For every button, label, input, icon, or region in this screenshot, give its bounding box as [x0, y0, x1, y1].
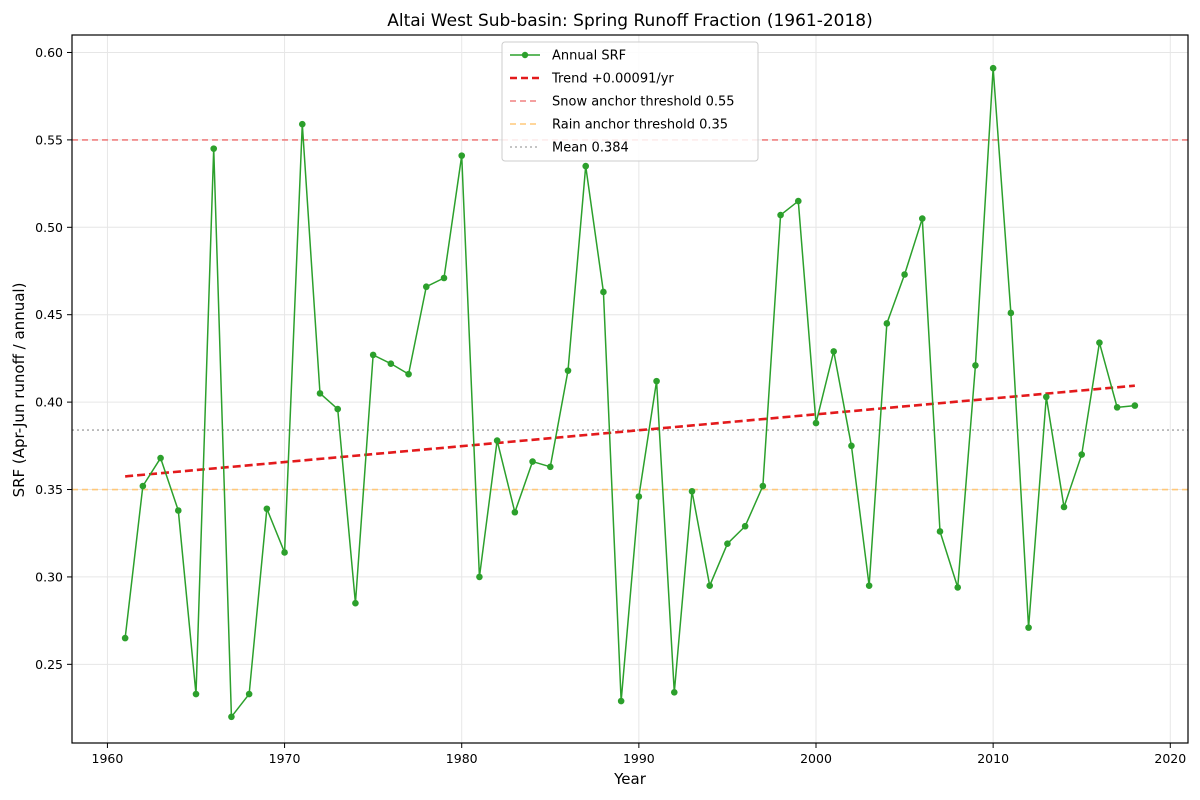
data-point [228, 713, 235, 721]
chart-title: Altai West Sub-basin: Spring Runoff Frac… [387, 11, 873, 31]
data-point [281, 549, 288, 556]
data-point [688, 487, 696, 495]
data-point [458, 152, 466, 159]
data-point [1007, 309, 1015, 317]
y-tick-label: 0.30 [35, 569, 63, 584]
legend-box [501, 41, 759, 162]
reference-lines [72, 139, 1188, 491]
legend-label-trend: Trend +0.00091/yr [551, 72, 674, 87]
data-point [210, 145, 218, 152]
y-tick-label: 0.55 [35, 132, 63, 147]
data-point [653, 377, 660, 385]
data-point [387, 360, 395, 367]
x-tick-label: 1990 [623, 751, 655, 766]
data-point [1078, 451, 1086, 458]
data-point [1131, 402, 1139, 409]
data-point [759, 482, 767, 490]
x-tick-label: 1960 [92, 751, 124, 766]
y-tick-label: 0.60 [35, 45, 63, 60]
data-point [848, 442, 855, 450]
y-axis-label: SRF (Apr-Jun runoff / annual) [10, 283, 28, 498]
data-point [369, 351, 377, 359]
data-point [298, 120, 306, 128]
data-point [192, 690, 200, 698]
data-point [830, 348, 838, 355]
data-point [1096, 339, 1103, 346]
data-point [635, 493, 643, 500]
trend-line [125, 384, 1135, 478]
x-tick-label: 2000 [800, 751, 832, 766]
data-point [405, 370, 412, 378]
y-tick-label: 0.45 [35, 307, 63, 322]
data-point [511, 508, 519, 516]
plot-frame [71, 34, 1189, 744]
data-point [157, 454, 164, 462]
data-point [794, 197, 802, 205]
data-point [600, 288, 607, 296]
data-point [352, 599, 359, 607]
data-point [476, 573, 483, 581]
data-point [1113, 404, 1121, 411]
data-point [1025, 624, 1032, 631]
y-tick-label: 0.25 [35, 657, 63, 672]
data-point [936, 528, 944, 535]
data-point [1042, 393, 1050, 401]
y-axis-ticks: 0.25 0.30 0.35 0.40 0.45 0.50 0.55 0.60 [35, 45, 72, 672]
data-point [741, 522, 749, 530]
data-point [670, 689, 678, 696]
x-axis-label: Year [613, 770, 647, 788]
trend-layer [125, 384, 1135, 478]
x-tick-label: 1970 [269, 751, 301, 766]
legend-label-snow-threshold: Snow anchor threshold 0.55 [552, 95, 735, 110]
data-point [706, 582, 714, 589]
x-axis-ticks: 1960 1970 1980 1990 2000 2010 2020 [92, 743, 1186, 766]
x-tick-label: 2020 [1154, 751, 1186, 766]
data-point [263, 505, 271, 513]
y-tick-label: 0.35 [35, 482, 63, 497]
data-point [316, 390, 324, 397]
y-tick-label: 0.40 [35, 395, 63, 410]
data-point [724, 540, 731, 548]
data-point [564, 367, 572, 374]
legend-marker-annual-srf [521, 51, 529, 59]
legend-label-mean: Mean 0.384 [552, 141, 629, 156]
series-layer [121, 64, 1139, 721]
data-point [334, 405, 342, 413]
data-point [440, 274, 448, 282]
data-point [918, 215, 926, 222]
legend-label-annual-srf: Annual SRF [552, 49, 626, 64]
y-tick-label: 0.50 [35, 220, 63, 235]
data-point [777, 211, 784, 219]
data-point [529, 458, 536, 465]
data-point [989, 64, 997, 72]
data-point [883, 320, 891, 327]
data-point [121, 634, 129, 642]
data-point [1060, 503, 1068, 511]
data-point [954, 584, 962, 591]
legend-label-rain-threshold: Rain anchor threshold 0.35 [552, 118, 728, 133]
data-point [617, 697, 625, 705]
data-point [972, 362, 979, 369]
data-point [422, 283, 430, 291]
data-point [812, 419, 820, 427]
data-point [174, 507, 182, 514]
data-point [139, 482, 147, 490]
x-tick-label: 2010 [977, 751, 1009, 766]
data-point [582, 162, 590, 170]
data-point [546, 463, 554, 471]
data-point [493, 437, 501, 444]
legend: Annual SRF Trend +0.00091/yr Snow anchor… [501, 41, 759, 162]
data-point [865, 582, 873, 589]
x-tick-label: 1980 [446, 751, 478, 766]
data-point [901, 271, 908, 278]
data-point [245, 690, 253, 698]
series-line-annual-srf [124, 67, 1135, 718]
